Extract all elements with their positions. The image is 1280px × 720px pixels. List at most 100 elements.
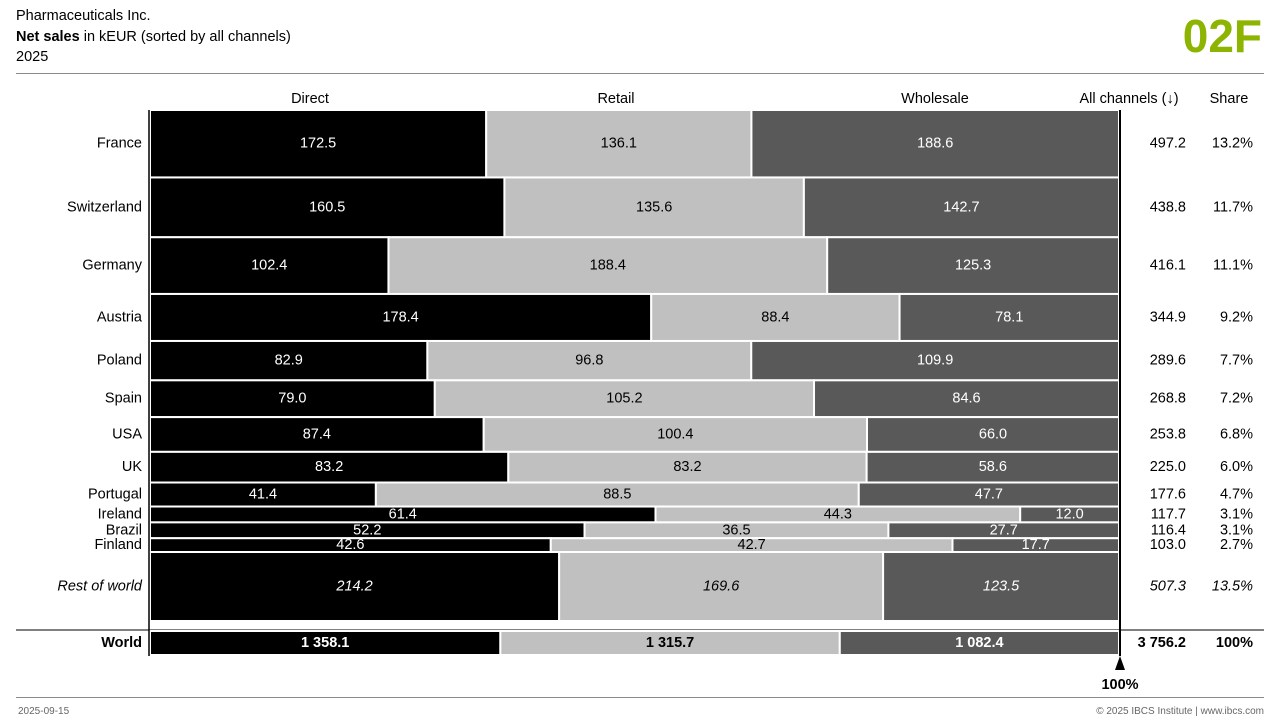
row-label-uk: UK	[122, 459, 142, 475]
footer-date: 2025-09-15	[18, 706, 70, 717]
value-label-germany-retail: 188.4	[590, 258, 626, 274]
share-rest-of-world: 13.5%	[1212, 579, 1253, 595]
total-rest-of-world: 507.3	[1150, 579, 1186, 595]
share-austria: 9.2%	[1220, 309, 1253, 325]
row-label-france: France	[97, 136, 142, 152]
value-label-germany-wholesale: 125.3	[955, 258, 991, 274]
marimekko-chart: 172.5 136.1 188.6 France 497.2 13.2% 160.5 135.…	[16, 109, 1264, 693]
share-france: 13.2%	[1212, 136, 1253, 152]
value-label-switzerland-direct: 160.5	[309, 199, 345, 215]
value-label-uk-wholesale: 58.6	[979, 459, 1007, 475]
chart-id-badge: 02F	[1182, 10, 1262, 62]
value-label-france-retail: 136.1	[601, 136, 637, 152]
chart-title: Net sales in kEUR (sorted by all channel…	[16, 27, 291, 47]
total-austria: 344.9	[1150, 309, 1186, 325]
footer-copyright: © 2025 IBCS Institute | www.ibcs.com	[1096, 706, 1264, 717]
bar-portugal-direct	[149, 481, 377, 508]
period: 2025	[16, 49, 49, 65]
scale-marker-100	[1115, 656, 1125, 670]
value-label-world-retail: 1 315.7	[646, 635, 694, 651]
total-finland: 103.0	[1150, 537, 1186, 553]
value-label-uk-direct: 83.2	[315, 459, 343, 475]
row-label-finland: Finland	[94, 537, 142, 553]
scale-label-100: 100%	[1101, 677, 1138, 693]
value-label-world-direct: 1 358.1	[301, 635, 349, 651]
value-label-poland-retail: 96.8	[575, 353, 603, 369]
bar-germany-direct	[149, 236, 390, 295]
value-label-germany-direct: 102.4	[251, 258, 287, 274]
value-label-austria-wholesale: 78.1	[995, 309, 1023, 325]
bar-world-wholesale	[838, 630, 1121, 656]
total-brazil: 116.4	[1151, 522, 1186, 538]
row-label-rest-of-world: Rest of world	[57, 579, 143, 595]
total-france: 497.2	[1150, 136, 1186, 152]
value-label-usa-retail: 100.4	[657, 426, 693, 442]
value-label-portugal-direct: 41.4	[249, 487, 277, 503]
company-name: Pharmaceuticals Inc.	[16, 8, 151, 24]
bar-rest-of-world-direct	[149, 551, 561, 623]
bar-world-direct	[149, 630, 502, 656]
bar-switzerland-retail	[503, 176, 805, 239]
total-spain: 268.8	[1150, 391, 1186, 407]
value-label-usa-direct: 87.4	[303, 426, 331, 442]
total-switzerland: 438.8	[1150, 199, 1186, 215]
value-label-portugal-retail: 88.5	[603, 487, 631, 503]
value-label-switzerland-retail: 135.6	[636, 199, 672, 215]
col-header-wholesale: Wholesale	[901, 91, 969, 107]
share-usa: 6.8%	[1220, 426, 1253, 442]
bar-poland-wholesale	[750, 339, 1120, 382]
value-label-spain-direct: 79.0	[278, 391, 306, 407]
bar-uk-direct	[149, 450, 510, 484]
col-header-share: Share	[1209, 91, 1249, 107]
value-label-uk-retail: 83.2	[673, 459, 701, 475]
bar-rest-of-world-wholesale	[882, 551, 1121, 623]
bar-poland-retail	[426, 339, 753, 382]
bar-switzerland-wholesale	[802, 176, 1121, 239]
share-spain: 7.2%	[1220, 391, 1253, 407]
value-label-finland-direct: 42.6	[336, 537, 364, 553]
value-label-finland-retail: 42.7	[738, 537, 766, 553]
bar-austria-retail	[650, 292, 901, 342]
row-label-germany: Germany	[82, 258, 142, 274]
row-label-austria: Austria	[97, 309, 143, 325]
col-header-all-channels: All channels (↓)	[1079, 91, 1179, 107]
value-label-rest-of-world-retail: 169.6	[703, 579, 740, 595]
share-uk: 6.0%	[1220, 459, 1253, 475]
value-label-portugal-wholesale: 47.7	[975, 487, 1003, 503]
footer-rule	[16, 697, 1264, 698]
row-label-ireland: Ireland	[98, 506, 142, 522]
row-label-spain: Spain	[105, 391, 142, 407]
share-poland: 7.7%	[1220, 353, 1253, 369]
col-header-retail: Retail	[597, 91, 635, 107]
value-label-spain-retail: 105.2	[606, 391, 642, 407]
total-usa: 253.8	[1150, 426, 1186, 442]
value-label-rest-of-world-wholesale: 123.5	[983, 579, 1020, 595]
row-label-poland: Poland	[97, 353, 142, 369]
header-rule	[16, 73, 1264, 74]
value-label-austria-retail: 88.4	[761, 309, 789, 325]
total-ireland: 117.7	[1151, 506, 1186, 522]
bar-portugal-retail	[374, 481, 860, 508]
value-label-austria-direct: 178.4	[382, 309, 418, 325]
share-finland: 2.7%	[1220, 537, 1253, 553]
col-header-direct: Direct	[291, 91, 329, 107]
value-label-finland-wholesale: 17.7	[1022, 537, 1050, 553]
value-label-ireland-retail: 44.3	[824, 506, 852, 522]
value-label-france-wholesale: 188.6	[917, 136, 953, 152]
bar-france-retail	[485, 109, 753, 179]
measure-unit: in kEUR (sorted by all channels)	[79, 29, 291, 45]
row-label-brazil: Brazil	[106, 522, 142, 538]
value-label-ireland-direct: 61.4	[389, 506, 417, 522]
bar-austria-direct	[149, 292, 653, 342]
bar-germany-wholesale	[826, 236, 1121, 295]
total-uk: 225.0	[1150, 459, 1186, 475]
bar-uk-retail	[507, 450, 868, 484]
value-label-brazil-retail: 36.5	[722, 522, 750, 538]
share-portugal: 4.7%	[1220, 487, 1253, 503]
value-label-poland-wholesale: 109.9	[917, 353, 953, 369]
share-germany: 11.1%	[1213, 258, 1253, 274]
total-world: 3 756.2	[1138, 635, 1186, 651]
value-label-brazil-wholesale: 27.7	[990, 522, 1018, 538]
value-label-brazil-direct: 52.2	[353, 522, 381, 538]
bar-rest-of-world-retail	[558, 551, 885, 623]
